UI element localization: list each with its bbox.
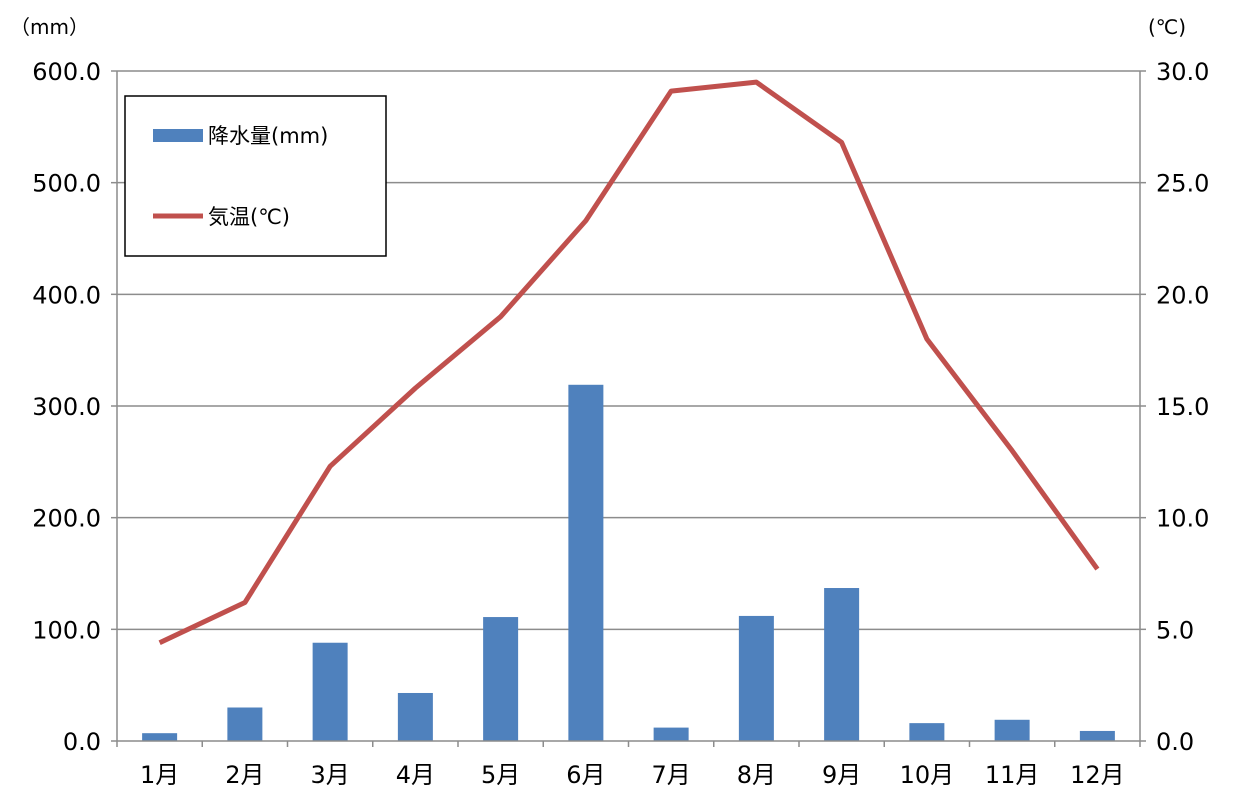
precipitation-bar — [483, 617, 519, 741]
left-axis-tick-label: 200.0 — [32, 505, 101, 533]
left-axis-unit-label: （mm） — [10, 15, 89, 39]
left-axis-tick-label: 100.0 — [32, 616, 101, 644]
right-axis-tick-label: 10.0 — [1156, 505, 1209, 533]
x-axis-category-label: 4月 — [396, 761, 435, 788]
right-axis-tick-label: 30.0 — [1156, 58, 1209, 86]
right-axis-tick-label: 20.0 — [1156, 281, 1209, 309]
legend-box — [124, 95, 387, 257]
right-axis-tick-label: 5.0 — [1156, 616, 1194, 644]
x-axis-category-label: 8月 — [737, 761, 776, 788]
x-axis-category-label: 1月 — [140, 761, 179, 788]
left-axis-tick-label: 0.0 — [63, 728, 101, 756]
x-axis-category-label: 5月 — [481, 761, 520, 788]
precipitation-bar — [568, 384, 604, 741]
x-axis-category-label: 7月 — [651, 761, 690, 788]
precipitation-bars — [142, 384, 1115, 741]
x-axis-category-label: 3月 — [310, 761, 349, 788]
temperature-line — [158, 79, 1100, 645]
precipitation-bar — [227, 707, 263, 741]
x-axis-category-label: 12月 — [1070, 761, 1125, 788]
right-axis-unit-label: (℃) — [1148, 15, 1186, 39]
right-axis-tick-label: 15.0 — [1156, 393, 1209, 421]
precipitation-bar — [994, 719, 1030, 741]
precipitation-bar — [738, 615, 774, 741]
axis-labels: 0.0 0.0 100.0 5.0 200.0 10.0 300.0 15.0 400.0 20.… — [32, 58, 1209, 789]
precipitation-bar — [653, 727, 689, 741]
left-axis-tick-label: 600.0 — [32, 58, 101, 86]
legend-temperature-label: 気温(℃) — [208, 205, 290, 229]
precipitation-bar — [1079, 730, 1115, 741]
precipitation-bar — [142, 733, 178, 741]
x-axis-category-label: 9月 — [822, 761, 861, 788]
legend-precipitation-label: 降水量(mm) — [208, 124, 328, 148]
x-axis-category-label: 6月 — [566, 761, 605, 788]
left-axis-tick-label: 300.0 — [32, 393, 101, 421]
axes — [111, 70, 1146, 747]
temperature-line-series — [158, 79, 1100, 645]
x-axis-category-label: 10月 — [900, 761, 955, 788]
right-axis-tick-label: 0.0 — [1156, 728, 1194, 756]
precipitation-bar — [909, 723, 945, 741]
right-axis-tick-label: 25.0 — [1156, 170, 1209, 198]
precipitation-bar — [824, 588, 860, 741]
precipitation-bar — [312, 642, 348, 741]
x-axis-category-label: 11月 — [985, 761, 1040, 788]
left-axis-tick-label: 400.0 — [32, 281, 101, 309]
legend-precipitation-swatch — [153, 129, 203, 142]
precipitation-bar — [397, 692, 433, 741]
left-axis-tick-label: 500.0 — [32, 170, 101, 198]
legend: 降水量(mm) 気温(℃) — [124, 95, 387, 257]
x-axis-category-label: 2月 — [225, 761, 264, 788]
